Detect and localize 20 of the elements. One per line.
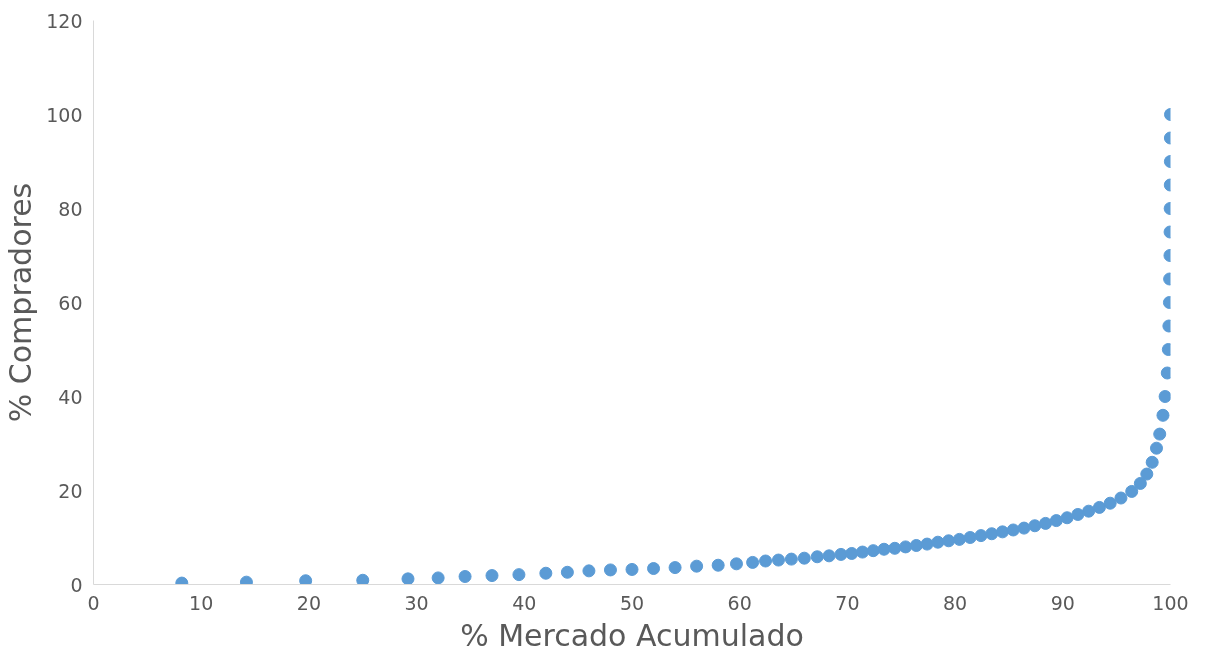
y-tick-label: 20 [58, 479, 83, 502]
x-tick-label: 80 [943, 591, 968, 614]
x-axis-title: % Mercado Acumulado [460, 617, 804, 653]
x-tick-label: 90 [1050, 591, 1075, 614]
y-tick-label: 0 [70, 573, 83, 596]
x-tick-label: 60 [727, 591, 752, 614]
y-tick-label: 40 [58, 385, 83, 408]
y-axis-title: % Compradores [3, 182, 39, 423]
x-tick-label: 40 [512, 591, 537, 614]
x-tick-label: 30 [404, 591, 429, 614]
x-tick-label: 10 [189, 591, 214, 614]
x-tick-label: 0 [87, 591, 100, 614]
x-tick-label: 50 [619, 591, 645, 614]
y-tick-label: 100 [46, 103, 83, 126]
y-tick-label: 60 [58, 291, 83, 314]
x-tick-label: 20 [296, 591, 321, 614]
y-tick-label: 80 [58, 197, 83, 220]
x-tick-label: 70 [835, 591, 860, 614]
x-tick-label: 100 [1152, 591, 1189, 614]
y-tick-label: 120 [46, 9, 83, 32]
